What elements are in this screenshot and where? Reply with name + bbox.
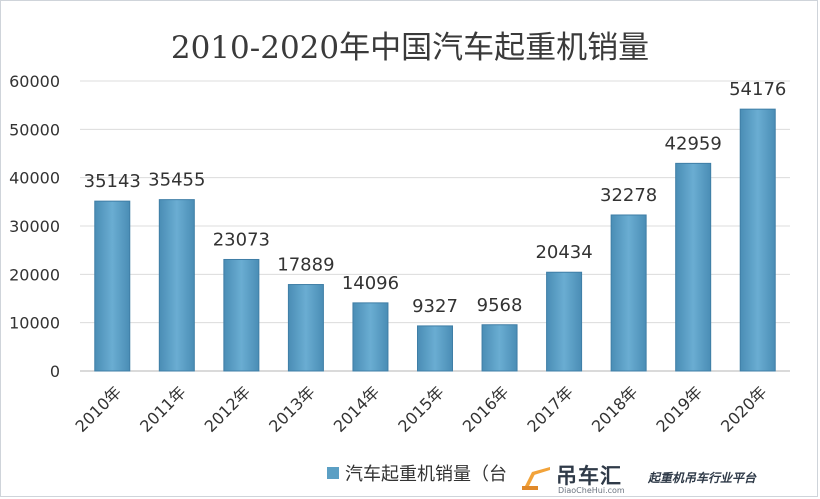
x-tick-label: 2010年 bbox=[72, 382, 126, 436]
x-tick-label: 2018年 bbox=[588, 382, 642, 436]
x-tick-label: 2011年 bbox=[136, 382, 190, 436]
crane-logo-icon bbox=[522, 467, 550, 490]
legend-swatch bbox=[327, 467, 339, 479]
x-axis-ticks: 2010年 2011年 2012年 2013年 2014年 2015年 2016年 2017年… bbox=[72, 382, 771, 436]
bar bbox=[610, 214, 647, 372]
legend: 汽车起重机销量（台 bbox=[327, 464, 507, 485]
y-axis-ticks: 0 10000 20000 30000 40000 50000 60000 bbox=[9, 72, 60, 381]
bars bbox=[94, 108, 776, 372]
value-label: 32278 bbox=[600, 185, 657, 206]
value-label: 35143 bbox=[84, 171, 141, 192]
legend-label: 汽车起重机销量（台 bbox=[345, 464, 507, 485]
x-tick-label: 2015年 bbox=[394, 382, 448, 436]
value-label: 42959 bbox=[665, 133, 722, 154]
gridlines bbox=[80, 80, 790, 372]
x-tick-label: 2012年 bbox=[201, 382, 255, 436]
bar bbox=[739, 108, 776, 372]
bar bbox=[546, 271, 583, 372]
watermark: 吊车汇 DiaoCheHui.com 起重机吊车行业平台 bbox=[522, 458, 812, 496]
y-tick-label: 10000 bbox=[9, 314, 60, 333]
chart-title: 2010-2020年中国汽车起重机销量 bbox=[171, 30, 649, 66]
value-label: 35455 bbox=[148, 170, 205, 191]
x-tick-label: 2017年 bbox=[523, 382, 577, 436]
value-label: 14096 bbox=[342, 273, 399, 294]
bar bbox=[481, 324, 518, 372]
value-label: 23073 bbox=[213, 229, 270, 250]
value-label: 9568 bbox=[477, 295, 523, 316]
y-tick-label: 20000 bbox=[9, 265, 60, 284]
x-tick-label: 2019年 bbox=[652, 382, 706, 436]
watermark-url: DiaoCheHui.com bbox=[558, 486, 625, 495]
value-label: 9327 bbox=[412, 296, 458, 317]
y-tick-label: 0 bbox=[50, 362, 60, 381]
value-labels: 35143 35455 23073 17889 14096 9327 9568 20434 32… bbox=[84, 79, 787, 317]
value-label: 54176 bbox=[729, 79, 786, 100]
bar bbox=[352, 302, 389, 372]
value-label: 17889 bbox=[277, 255, 334, 276]
x-tick-label: 2016年 bbox=[459, 382, 513, 436]
y-tick-label: 50000 bbox=[9, 120, 60, 139]
y-tick-label: 40000 bbox=[9, 169, 60, 188]
x-tick-label: 2020年 bbox=[717, 382, 771, 436]
y-tick-label: 60000 bbox=[9, 72, 60, 91]
value-label: 20434 bbox=[535, 242, 592, 263]
bar bbox=[158, 199, 195, 372]
x-tick-label: 2013年 bbox=[265, 382, 319, 436]
bar bbox=[675, 162, 712, 372]
bar bbox=[223, 258, 260, 372]
watermark-slogan: 起重机吊车行业平台 bbox=[648, 471, 757, 485]
y-tick-label: 30000 bbox=[9, 217, 60, 236]
bar bbox=[287, 284, 324, 372]
bar bbox=[417, 325, 453, 372]
bar bbox=[94, 200, 131, 372]
watermark-brand: 吊车汇 bbox=[556, 464, 622, 488]
x-tick-label: 2014年 bbox=[330, 382, 384, 436]
